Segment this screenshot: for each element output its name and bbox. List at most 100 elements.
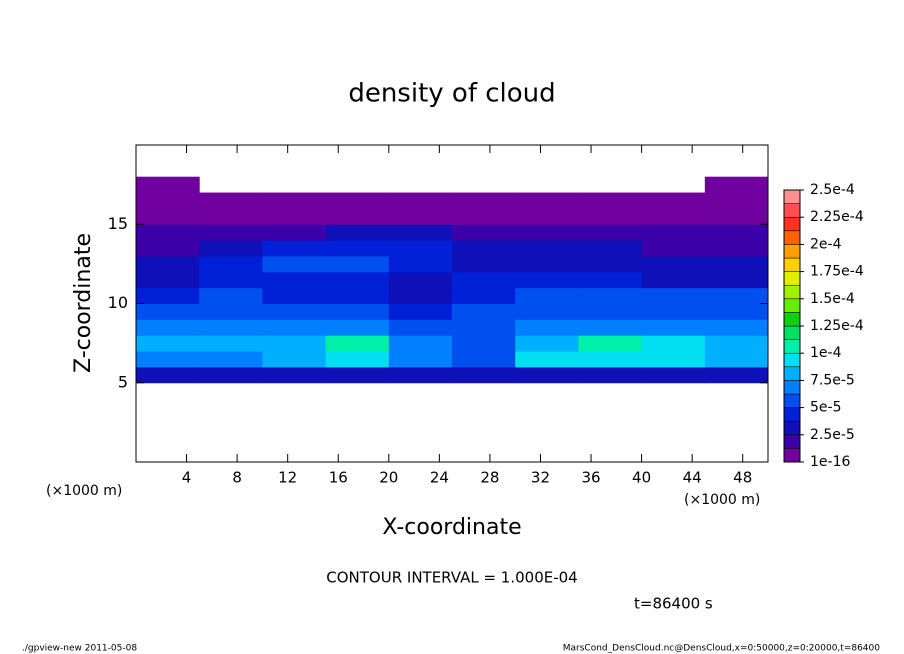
heatmap-cell	[388, 240, 453, 257]
heatmap-cell	[578, 335, 643, 352]
heatmap-cell	[515, 319, 579, 336]
heatmap-cell	[325, 208, 390, 225]
heatmap-cell	[388, 303, 453, 320]
heatmap-cell	[578, 303, 643, 320]
heatmap-cell	[515, 303, 579, 320]
heatmap-cell	[452, 287, 516, 304]
heatmap	[136, 176, 769, 384]
heatmap-cell	[136, 240, 200, 257]
heatmap-cell	[641, 192, 706, 209]
colorbar-box	[783, 189, 801, 204]
colorbar-box	[783, 325, 801, 340]
heatmap-cell	[641, 255, 706, 273]
heatmap-cell	[325, 335, 390, 352]
heatmap-cell	[199, 208, 263, 225]
heatmap-cell	[452, 335, 516, 352]
heatmap-cell	[578, 351, 643, 368]
heatmap-cell	[136, 224, 200, 241]
heatmap-cell	[704, 351, 769, 368]
heatmap-cell	[262, 303, 327, 320]
colorbar-box	[783, 244, 801, 259]
heatmap-cell	[262, 224, 327, 241]
heatmap-cell	[452, 240, 516, 257]
heatmap-cell	[578, 287, 643, 304]
heatmap-cell	[641, 366, 706, 384]
colorbar-box	[783, 284, 801, 300]
heatmap-cell	[452, 366, 516, 384]
contour-annotation: CONTOUR INTERVAL = 1.000E-04	[326, 569, 577, 587]
heatmap-cell	[325, 255, 390, 273]
heatmap-cell	[136, 351, 200, 368]
heatmap-cell	[388, 287, 453, 304]
heatmap-cell	[704, 192, 769, 209]
heatmap-cell	[704, 335, 769, 352]
heatmap-cell	[262, 366, 327, 384]
colorbar-box	[783, 407, 801, 422]
colorbar-tick-label: 1.75e-4	[810, 264, 864, 280]
chart-title: density of cloud	[348, 79, 555, 109]
heatmap-cell	[578, 240, 643, 257]
heatmap-cell	[136, 271, 200, 289]
heatmap-cell	[641, 303, 706, 320]
x-tick-label: 8	[232, 469, 242, 487]
heatmap-cell	[325, 319, 390, 336]
colorbar-box	[783, 230, 801, 245]
heatmap-cell	[199, 240, 263, 257]
footer-left: ./gpview-new 2011-05-08	[22, 644, 137, 654]
heatmap-cell	[515, 271, 579, 289]
heatmap-cell	[641, 208, 706, 225]
heatmap-cell	[388, 271, 453, 289]
colorbar-tick-label: 1.25e-4	[810, 318, 864, 334]
heatmap-cell	[199, 255, 263, 273]
axes: 4 8 12 16 20 24 28 32 36 40 44 48510151e-162.5e-55e…	[108, 144, 864, 487]
footer-right: MarsCond_DensCloud.nc@DensCloud,x=0:5000…	[563, 644, 880, 654]
colorbar-tick-label: 2.5e-4	[810, 182, 855, 198]
x-tick-label: 32	[531, 469, 550, 487]
heatmap-cell	[325, 351, 390, 368]
heatmap-cell	[136, 335, 200, 352]
heatmap-cell	[262, 335, 327, 352]
heatmap-cell	[704, 255, 769, 273]
heatmap-cell	[704, 303, 769, 320]
x-tick-label: 40	[632, 469, 651, 487]
heatmap-cell	[325, 303, 390, 320]
heatmap-cell	[325, 224, 390, 241]
heatmap-cell	[136, 192, 200, 209]
heatmap-cell	[515, 366, 579, 384]
heatmap-cell	[136, 208, 200, 225]
heatmap-cell	[388, 192, 453, 209]
heatmap-cell	[641, 351, 706, 368]
x-tick-label: 36	[581, 469, 600, 487]
x-tick-label: 24	[430, 469, 449, 487]
colorbar-tick-label: 2.5e-5	[810, 427, 855, 443]
colorbar-tick-label: 1e-4	[810, 345, 842, 361]
heatmap-cell	[704, 366, 769, 384]
colorbar-box	[783, 271, 801, 286]
x-tick-label: 48	[733, 469, 752, 487]
heatmap-cell	[199, 366, 263, 384]
heatmap-cell	[641, 319, 706, 336]
heatmap-cell	[452, 271, 516, 289]
heatmap-cell	[388, 366, 453, 384]
colorbar-tick-label: 1.5e-4	[810, 291, 855, 307]
heatmap-cell	[262, 240, 327, 257]
heatmap-cell	[578, 366, 643, 384]
y-axis-label: Z-coordinate	[71, 233, 96, 373]
heatmap-cell	[136, 366, 200, 384]
heatmap-cell	[515, 192, 579, 209]
heatmap-cell	[199, 271, 263, 289]
colorbar-box	[783, 420, 801, 436]
y-tick-label: 10	[108, 293, 128, 312]
heatmap-cell	[452, 224, 516, 241]
heatmap-cell	[515, 287, 579, 304]
x-tick-label: 12	[278, 469, 297, 487]
colorbar-box	[783, 366, 801, 381]
heatmap-cell	[704, 208, 769, 225]
colorbar-tick-label: 5e-5	[810, 400, 841, 416]
heatmap-cell	[515, 224, 579, 241]
heatmap-cell	[578, 255, 643, 273]
heatmap-cell	[452, 303, 516, 320]
heatmap-cell	[262, 319, 327, 336]
heatmap-cell	[262, 351, 327, 368]
heatmap-cell	[136, 255, 200, 273]
